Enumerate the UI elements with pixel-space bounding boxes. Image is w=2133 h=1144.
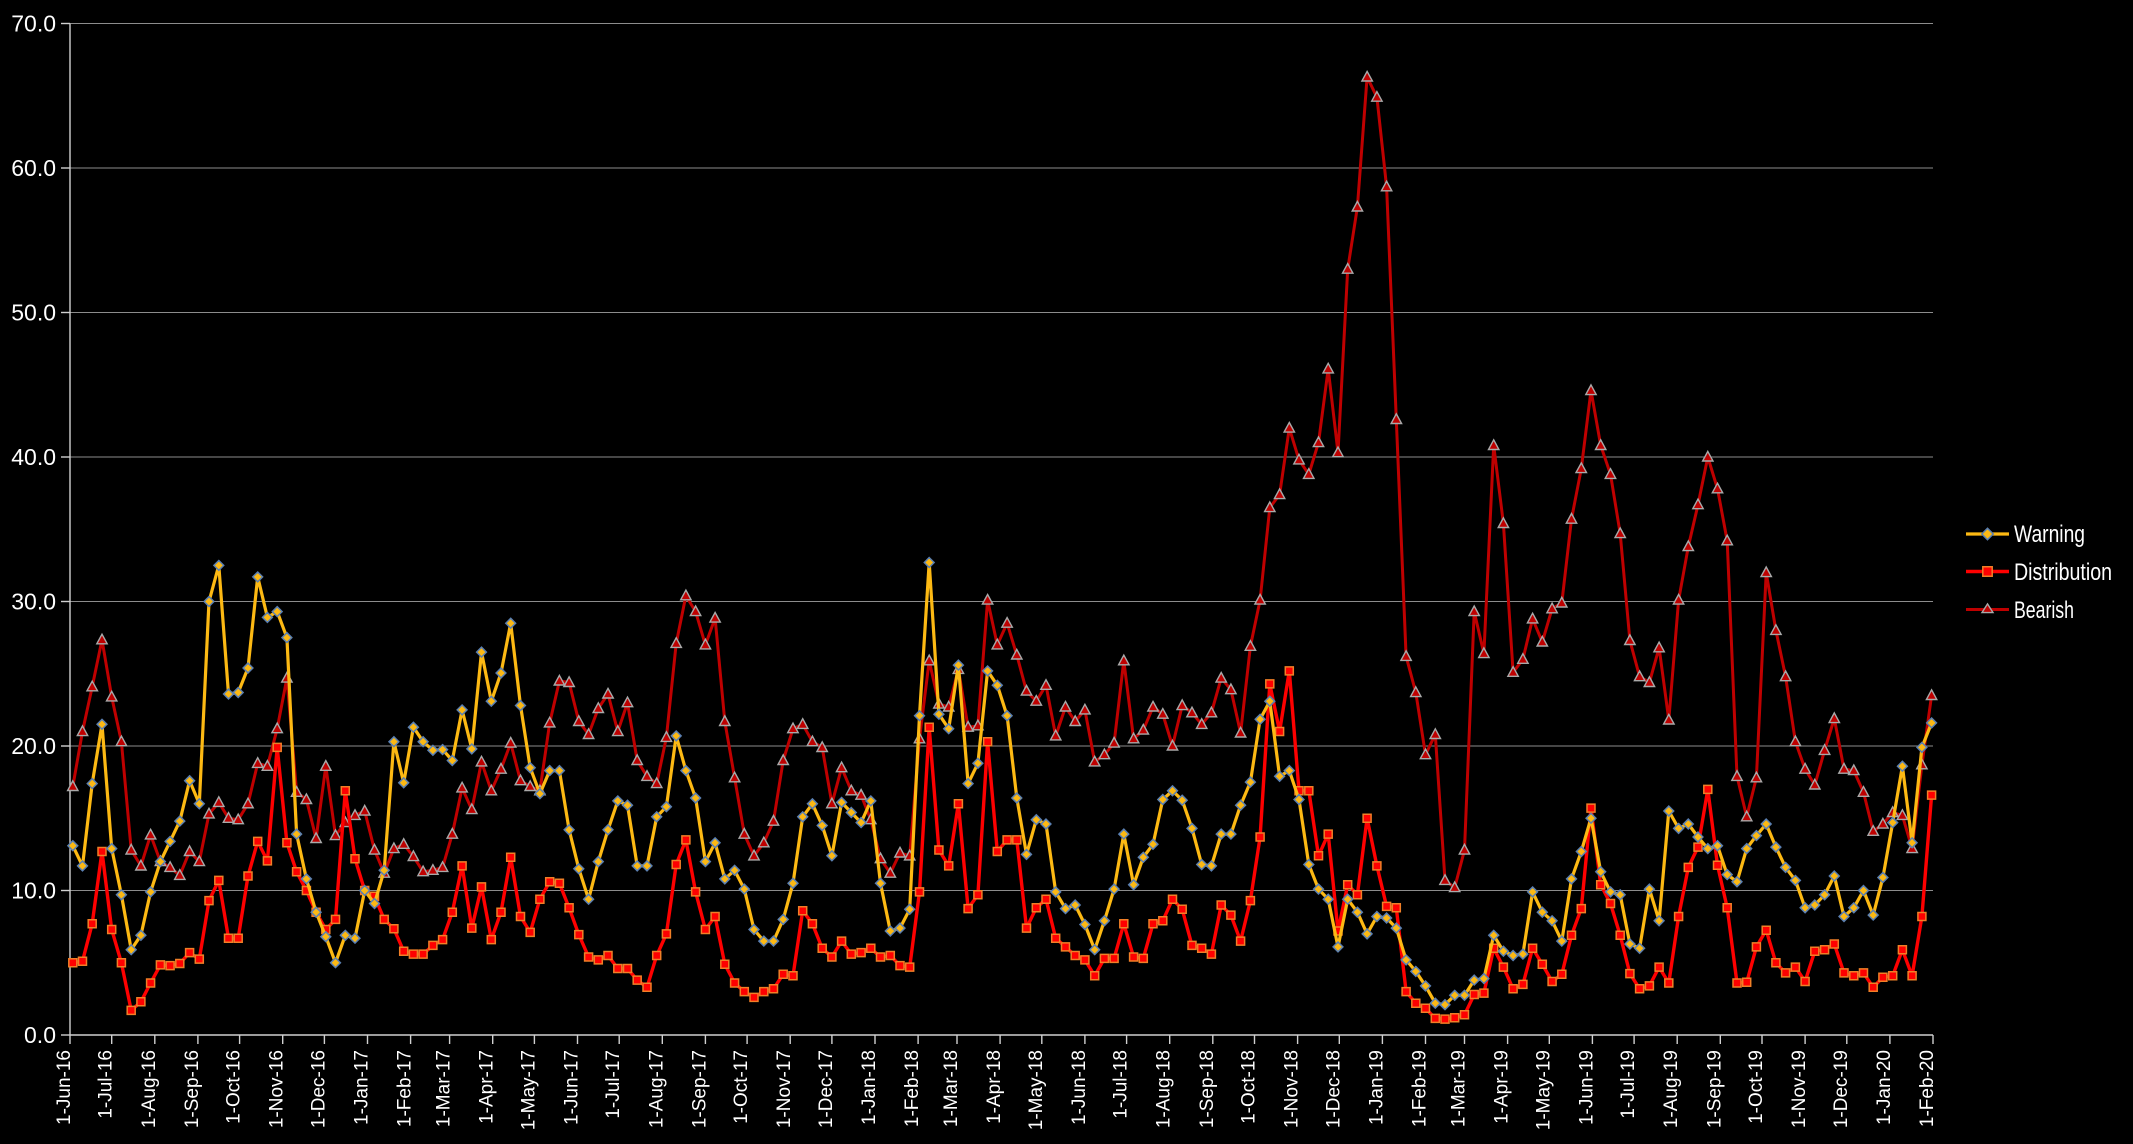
svg-text:40.0: 40.0 [11,444,56,470]
svg-text:1-Feb-19: 1-Feb-19 [1410,1050,1431,1127]
svg-text:Bearish: Bearish [2014,597,2074,624]
svg-text:1-Jul-16: 1-Jul-16 [96,1050,117,1119]
svg-text:1-Nov-19: 1-Nov-19 [1789,1050,1810,1128]
svg-text:Distribution: Distribution [2014,559,2112,586]
svg-text:1-Nov-16: 1-Nov-16 [267,1050,288,1128]
svg-text:1-Dec-17: 1-Dec-17 [816,1050,837,1128]
svg-text:1-Oct-17: 1-Oct-17 [731,1050,752,1124]
svg-text:Warning: Warning [2014,521,2085,548]
svg-text:0.0: 0.0 [24,1022,56,1048]
svg-text:1-Jun-17: 1-Jun-17 [562,1050,583,1125]
svg-text:60.0: 60.0 [11,155,56,181]
svg-text:1-Mar-17: 1-Mar-17 [434,1050,455,1127]
svg-text:1-Aug-17: 1-Aug-17 [646,1050,667,1128]
svg-text:1-Dec-19: 1-Dec-19 [1831,1050,1852,1128]
svg-text:1-May-17: 1-May-17 [518,1050,539,1130]
svg-text:1-Apr-18: 1-Apr-18 [984,1050,1005,1124]
svg-text:1-Dec-18: 1-Dec-18 [1323,1050,1344,1128]
svg-text:1-Oct-18: 1-Oct-18 [1239,1050,1260,1124]
svg-text:1-Jul-17: 1-Jul-17 [603,1050,624,1119]
svg-text:1-Oct-19: 1-Oct-19 [1746,1050,1767,1124]
svg-text:1-Jan-17: 1-Jan-17 [352,1050,373,1125]
svg-text:1-May-19: 1-May-19 [1533,1050,1554,1130]
svg-text:1-Mar-19: 1-Mar-19 [1449,1050,1470,1127]
svg-text:1-Feb-18: 1-Feb-18 [902,1050,923,1127]
svg-text:1-Sep-19: 1-Sep-19 [1704,1050,1725,1128]
svg-text:50.0: 50.0 [11,300,56,326]
svg-text:1-Jun-19: 1-Jun-19 [1576,1050,1597,1125]
svg-text:1-Jul-19: 1-Jul-19 [1618,1050,1639,1119]
svg-text:10.0: 10.0 [11,878,56,904]
svg-text:1-Jun-16: 1-Jun-16 [54,1050,75,1125]
svg-text:1-Jan-19: 1-Jan-19 [1366,1050,1387,1125]
svg-text:1-Nov-17: 1-Nov-17 [774,1050,795,1128]
svg-text:1-Dec-16: 1-Dec-16 [308,1050,329,1128]
svg-text:1-Jan-20: 1-Jan-20 [1874,1050,1895,1125]
svg-text:1-Aug-18: 1-Aug-18 [1154,1050,1175,1128]
svg-text:1-Feb-17: 1-Feb-17 [395,1050,416,1127]
svg-text:1-Jul-18: 1-Jul-18 [1111,1050,1132,1119]
svg-text:1-Sep-16: 1-Sep-16 [182,1050,203,1128]
svg-text:1-Jun-18: 1-Jun-18 [1069,1050,1090,1125]
svg-text:1-Nov-18: 1-Nov-18 [1282,1050,1303,1128]
svg-text:1-Aug-19: 1-Aug-19 [1661,1050,1682,1128]
svg-text:1-Aug-16: 1-Aug-16 [139,1050,160,1128]
svg-text:20.0: 20.0 [11,733,56,759]
svg-text:1-Oct-16: 1-Oct-16 [224,1050,245,1124]
svg-text:70.0: 70.0 [11,11,56,37]
svg-text:1-Mar-18: 1-Mar-18 [941,1050,962,1127]
svg-text:1-Jan-18: 1-Jan-18 [859,1050,880,1125]
svg-text:1-Apr-19: 1-Apr-19 [1492,1050,1513,1124]
svg-text:1-May-18: 1-May-18 [1026,1050,1047,1130]
svg-text:1-Feb-20: 1-Feb-20 [1917,1050,1938,1127]
svg-text:30.0: 30.0 [11,589,56,615]
svg-text:1-Sep-17: 1-Sep-17 [689,1050,710,1128]
svg-text:1-Sep-18: 1-Sep-18 [1197,1050,1218,1128]
svg-text:1-Apr-17: 1-Apr-17 [477,1050,498,1124]
